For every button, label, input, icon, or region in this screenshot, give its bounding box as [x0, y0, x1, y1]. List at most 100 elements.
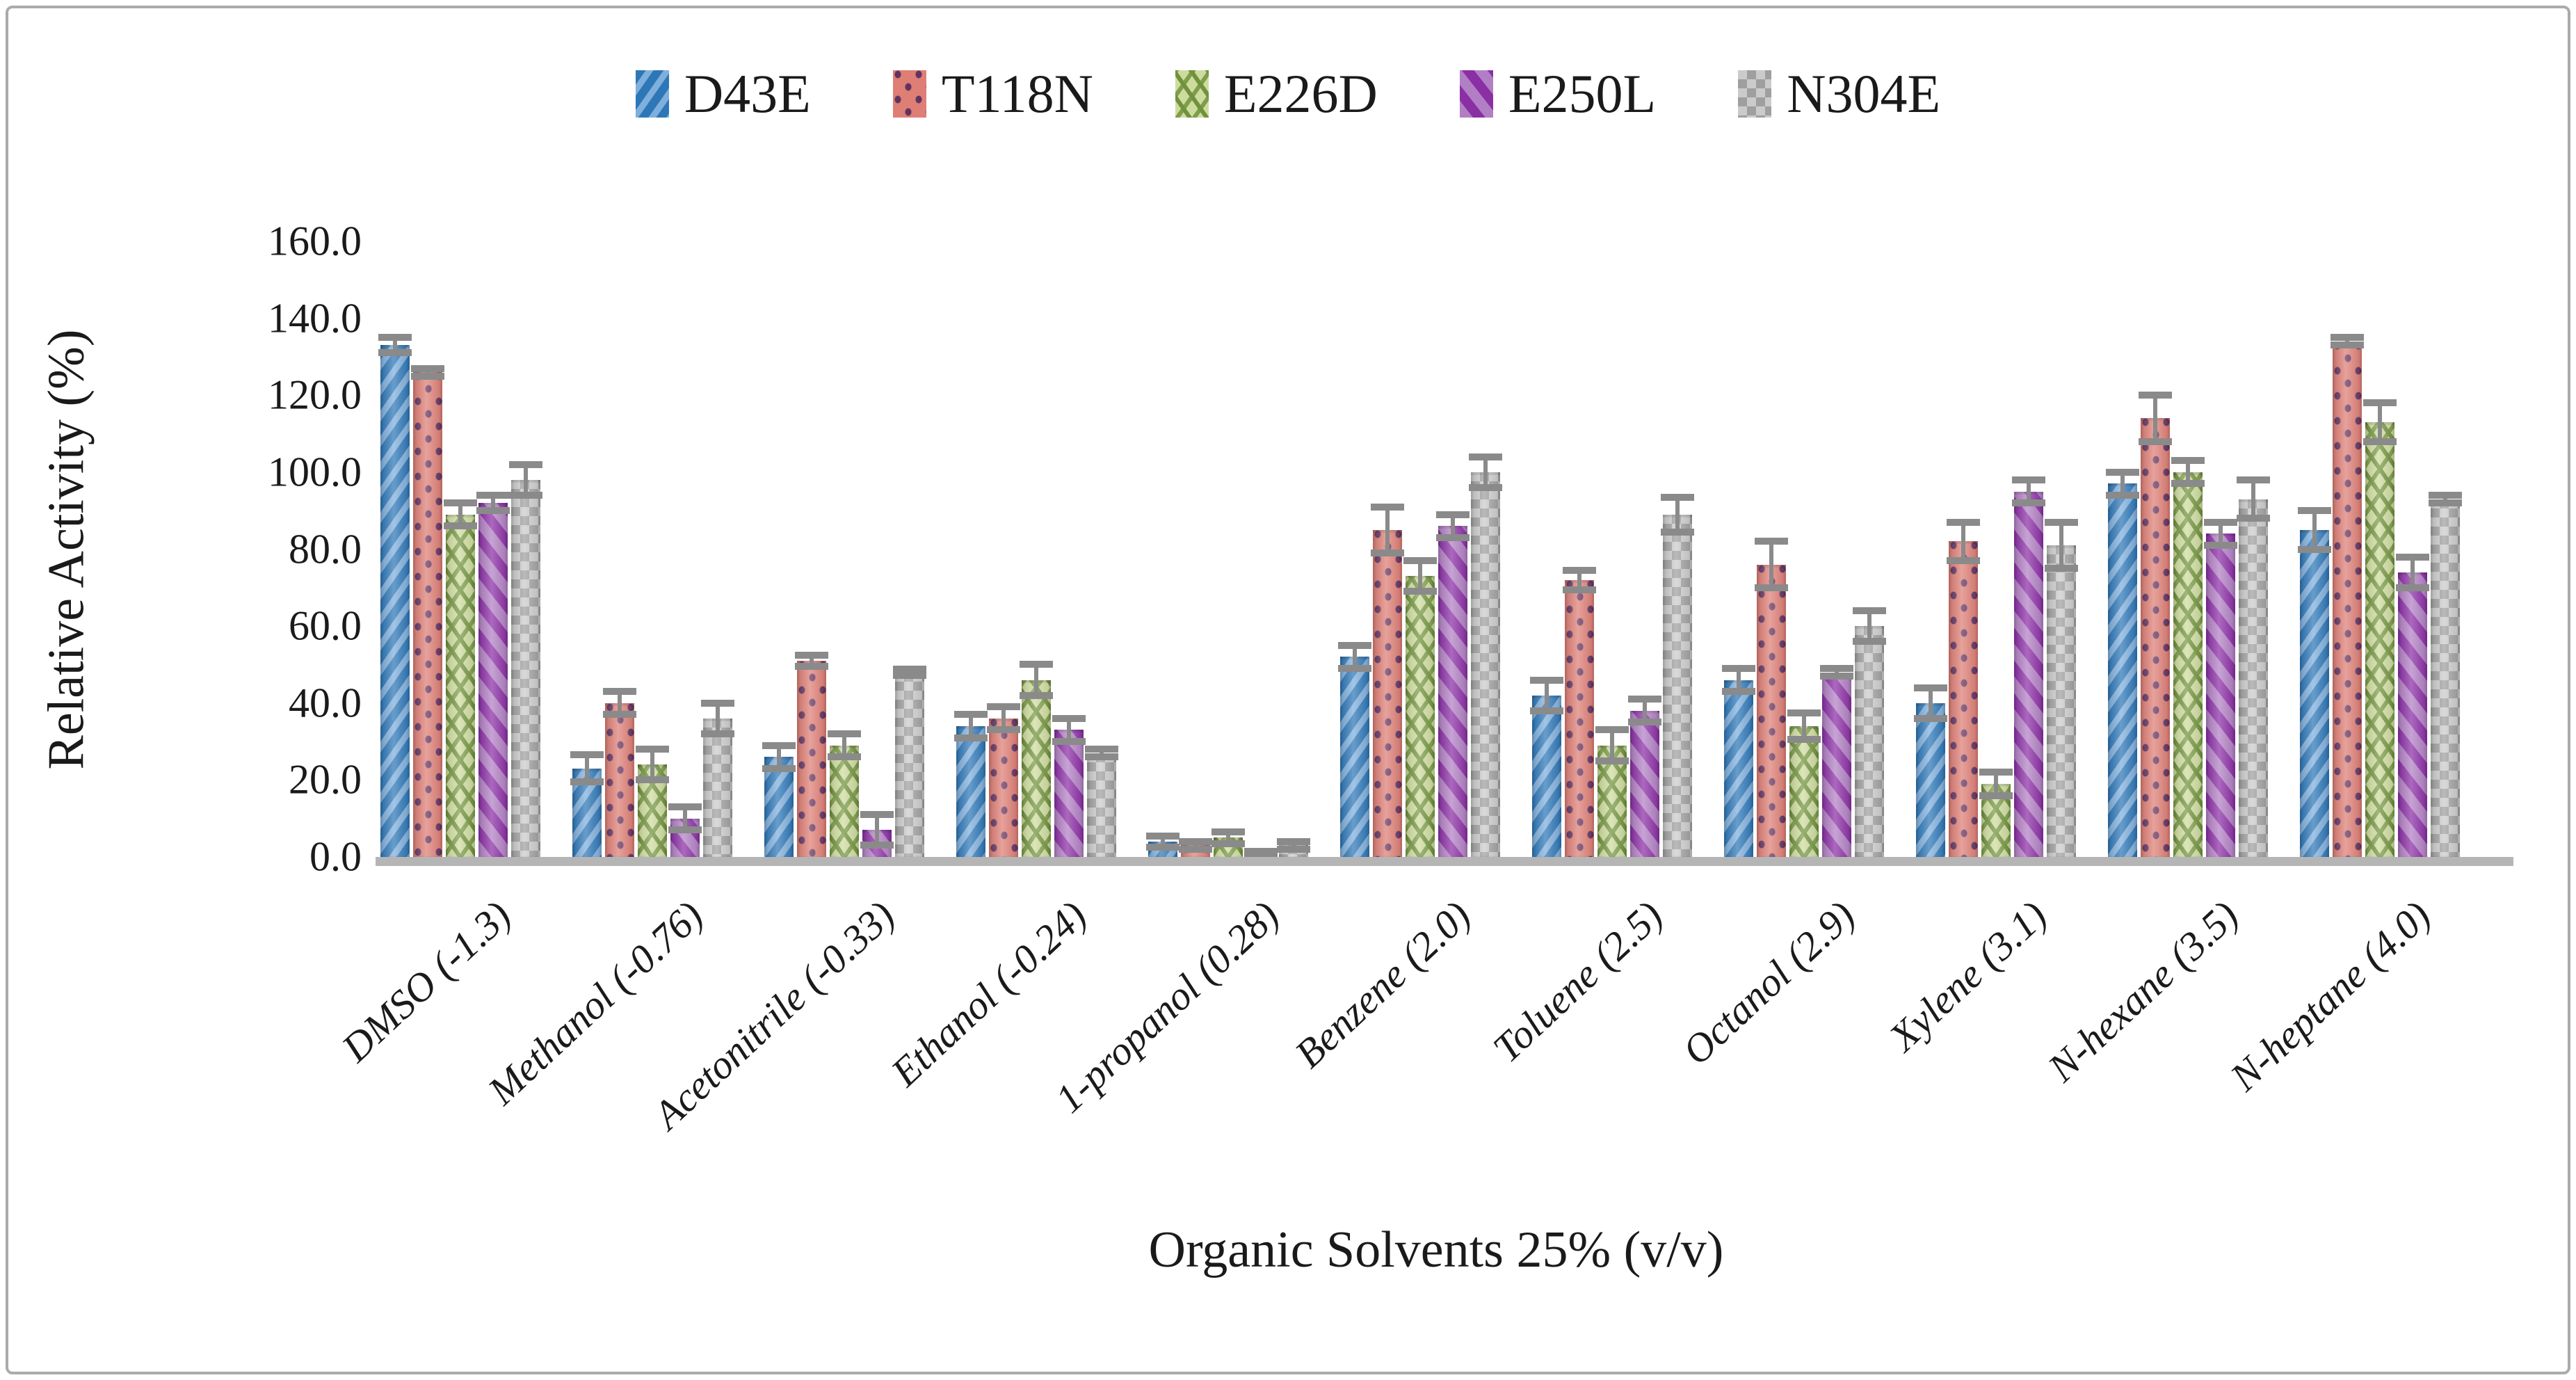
bar-E226D-3	[830, 745, 859, 857]
bar-sheen	[380, 345, 410, 857]
error-bar-cap	[1530, 676, 1563, 684]
legend-label: E226D	[1223, 63, 1378, 124]
bar-D43E-4	[956, 725, 985, 857]
y-tick-label: 80.0	[289, 526, 362, 572]
error-bar-N304E-6	[1483, 456, 1488, 488]
bar-sheen	[605, 703, 634, 857]
error-bar-D43E-5	[1161, 835, 1165, 848]
error-bar-cap	[1628, 696, 1661, 703]
blue-diagonal-stripes-swatch-icon	[635, 70, 669, 118]
bar-sheen	[2173, 472, 2203, 857]
error-bar-cap	[1052, 714, 1086, 722]
error-bar-E250L-3	[875, 815, 879, 846]
error-bar-T118N-8	[1769, 541, 1773, 588]
error-bar-cap	[1371, 503, 1404, 511]
error-bar-cap	[2045, 565, 2078, 572]
error-bar-cap	[1211, 840, 1245, 847]
error-bar-cap	[1469, 484, 1502, 491]
x-category-label: Xylene (3.1)	[1880, 892, 2056, 1060]
error-bar-cap	[1469, 453, 1502, 460]
error-bar-cap	[1277, 837, 1310, 845]
error-bar-E226D-2	[650, 749, 654, 780]
error-bar-E250L-10	[2219, 522, 2223, 545]
bar-N304E-11	[2431, 499, 2460, 857]
x-category-label: Benzene (2.0)	[1286, 892, 1480, 1077]
error-bar-cap	[2363, 399, 2397, 407]
purple-diagonal-stripes-swatch-icon	[1459, 70, 1493, 118]
error-bar-cap	[444, 499, 477, 507]
bar-D43E-7	[1532, 695, 1561, 857]
error-bar-N304E-1	[524, 464, 528, 496]
x-category-label: Toluene (2.5)	[1484, 892, 1672, 1071]
error-bar-cap	[1820, 673, 1853, 680]
error-bar-cap	[1436, 533, 1470, 541]
error-bar-cap	[2106, 492, 2139, 499]
error-bar-cap	[1020, 691, 1053, 699]
bar-sheen	[2300, 529, 2329, 857]
bar-D43E-3	[764, 757, 794, 857]
error-bar-D43E-3	[777, 745, 781, 769]
error-bar-E226D-5	[1226, 832, 1230, 844]
error-bar-cap	[1787, 736, 1821, 744]
error-bar-cap	[893, 666, 926, 673]
error-bar-cap	[668, 803, 702, 811]
x-category-label: N-heptane (4.0)	[2221, 892, 2440, 1100]
error-bar-cap	[701, 699, 734, 707]
bar-sheen	[413, 372, 442, 857]
error-bar-E226D-1	[458, 503, 462, 527]
error-bar-cap	[636, 746, 669, 753]
error-bar-cap	[1722, 688, 1755, 696]
bar-N304E-3	[895, 672, 924, 857]
error-bar-cap	[2012, 476, 2045, 483]
error-bar-cap	[860, 842, 894, 849]
bar-N304E-8	[1855, 626, 1884, 857]
error-bar-cap	[2139, 438, 2172, 445]
error-bar-cap	[1211, 828, 1245, 836]
bar-N304E-10	[2239, 499, 2268, 857]
error-bar-cap	[762, 741, 796, 749]
error-bar-E250L-7	[1643, 699, 1647, 723]
error-bar-cap	[2171, 480, 2205, 488]
bar-sheen	[2431, 499, 2460, 857]
error-bar-cap	[2237, 515, 2270, 522]
error-bar-cap	[1020, 661, 1053, 668]
error-bar-D43E-11	[2312, 511, 2317, 549]
error-bar-E226D-8	[1802, 712, 1806, 740]
error-bar-cap	[1338, 664, 1371, 672]
bar-sheen	[1406, 576, 1435, 857]
bar-E226D-10	[2173, 472, 2203, 857]
y-tick-label: 20.0	[289, 756, 362, 803]
legend-label: E250L	[1508, 63, 1657, 124]
error-bar-cap	[476, 492, 510, 499]
bar-sheen	[1757, 564, 1786, 857]
bar-D43E-10	[2108, 483, 2137, 857]
bar-T118N-11	[2333, 341, 2362, 857]
bar-T118N-1	[413, 372, 442, 857]
bar-sheen	[2108, 483, 2137, 857]
error-bar-D43E-8	[1737, 668, 1741, 692]
bar-sheen	[2206, 533, 2235, 857]
bar-sheen	[1724, 680, 1753, 857]
bar-sheen	[1565, 579, 1594, 857]
error-bar-cap	[987, 703, 1020, 711]
error-bar-N304E-7	[1675, 497, 1680, 532]
error-bar-cap	[1914, 684, 1947, 691]
x-category-label: N-hexane (3.5)	[2039, 892, 2248, 1091]
error-bar-cap	[1853, 638, 1886, 645]
bar-E250L-4	[1054, 730, 1084, 857]
error-bar-cap	[954, 711, 988, 719]
bar-sheen	[2047, 545, 2076, 857]
error-bar-E226D-7	[1610, 730, 1614, 761]
error-bar-cap	[954, 734, 988, 741]
error-bar-D43E-1	[393, 337, 397, 353]
error-bar-E250L-11	[2410, 556, 2415, 588]
error-bar-cap	[2396, 553, 2429, 561]
error-bar-cap	[2237, 476, 2270, 483]
error-bar-N304E-10	[2251, 479, 2255, 519]
error-bar-cap	[2429, 492, 2462, 499]
error-bar-cap	[378, 334, 412, 342]
error-bar-cap	[636, 776, 669, 784]
y-tick-label: 140.0	[268, 295, 362, 342]
error-bar-cap	[1563, 566, 1596, 574]
bar-sheen	[895, 672, 924, 857]
